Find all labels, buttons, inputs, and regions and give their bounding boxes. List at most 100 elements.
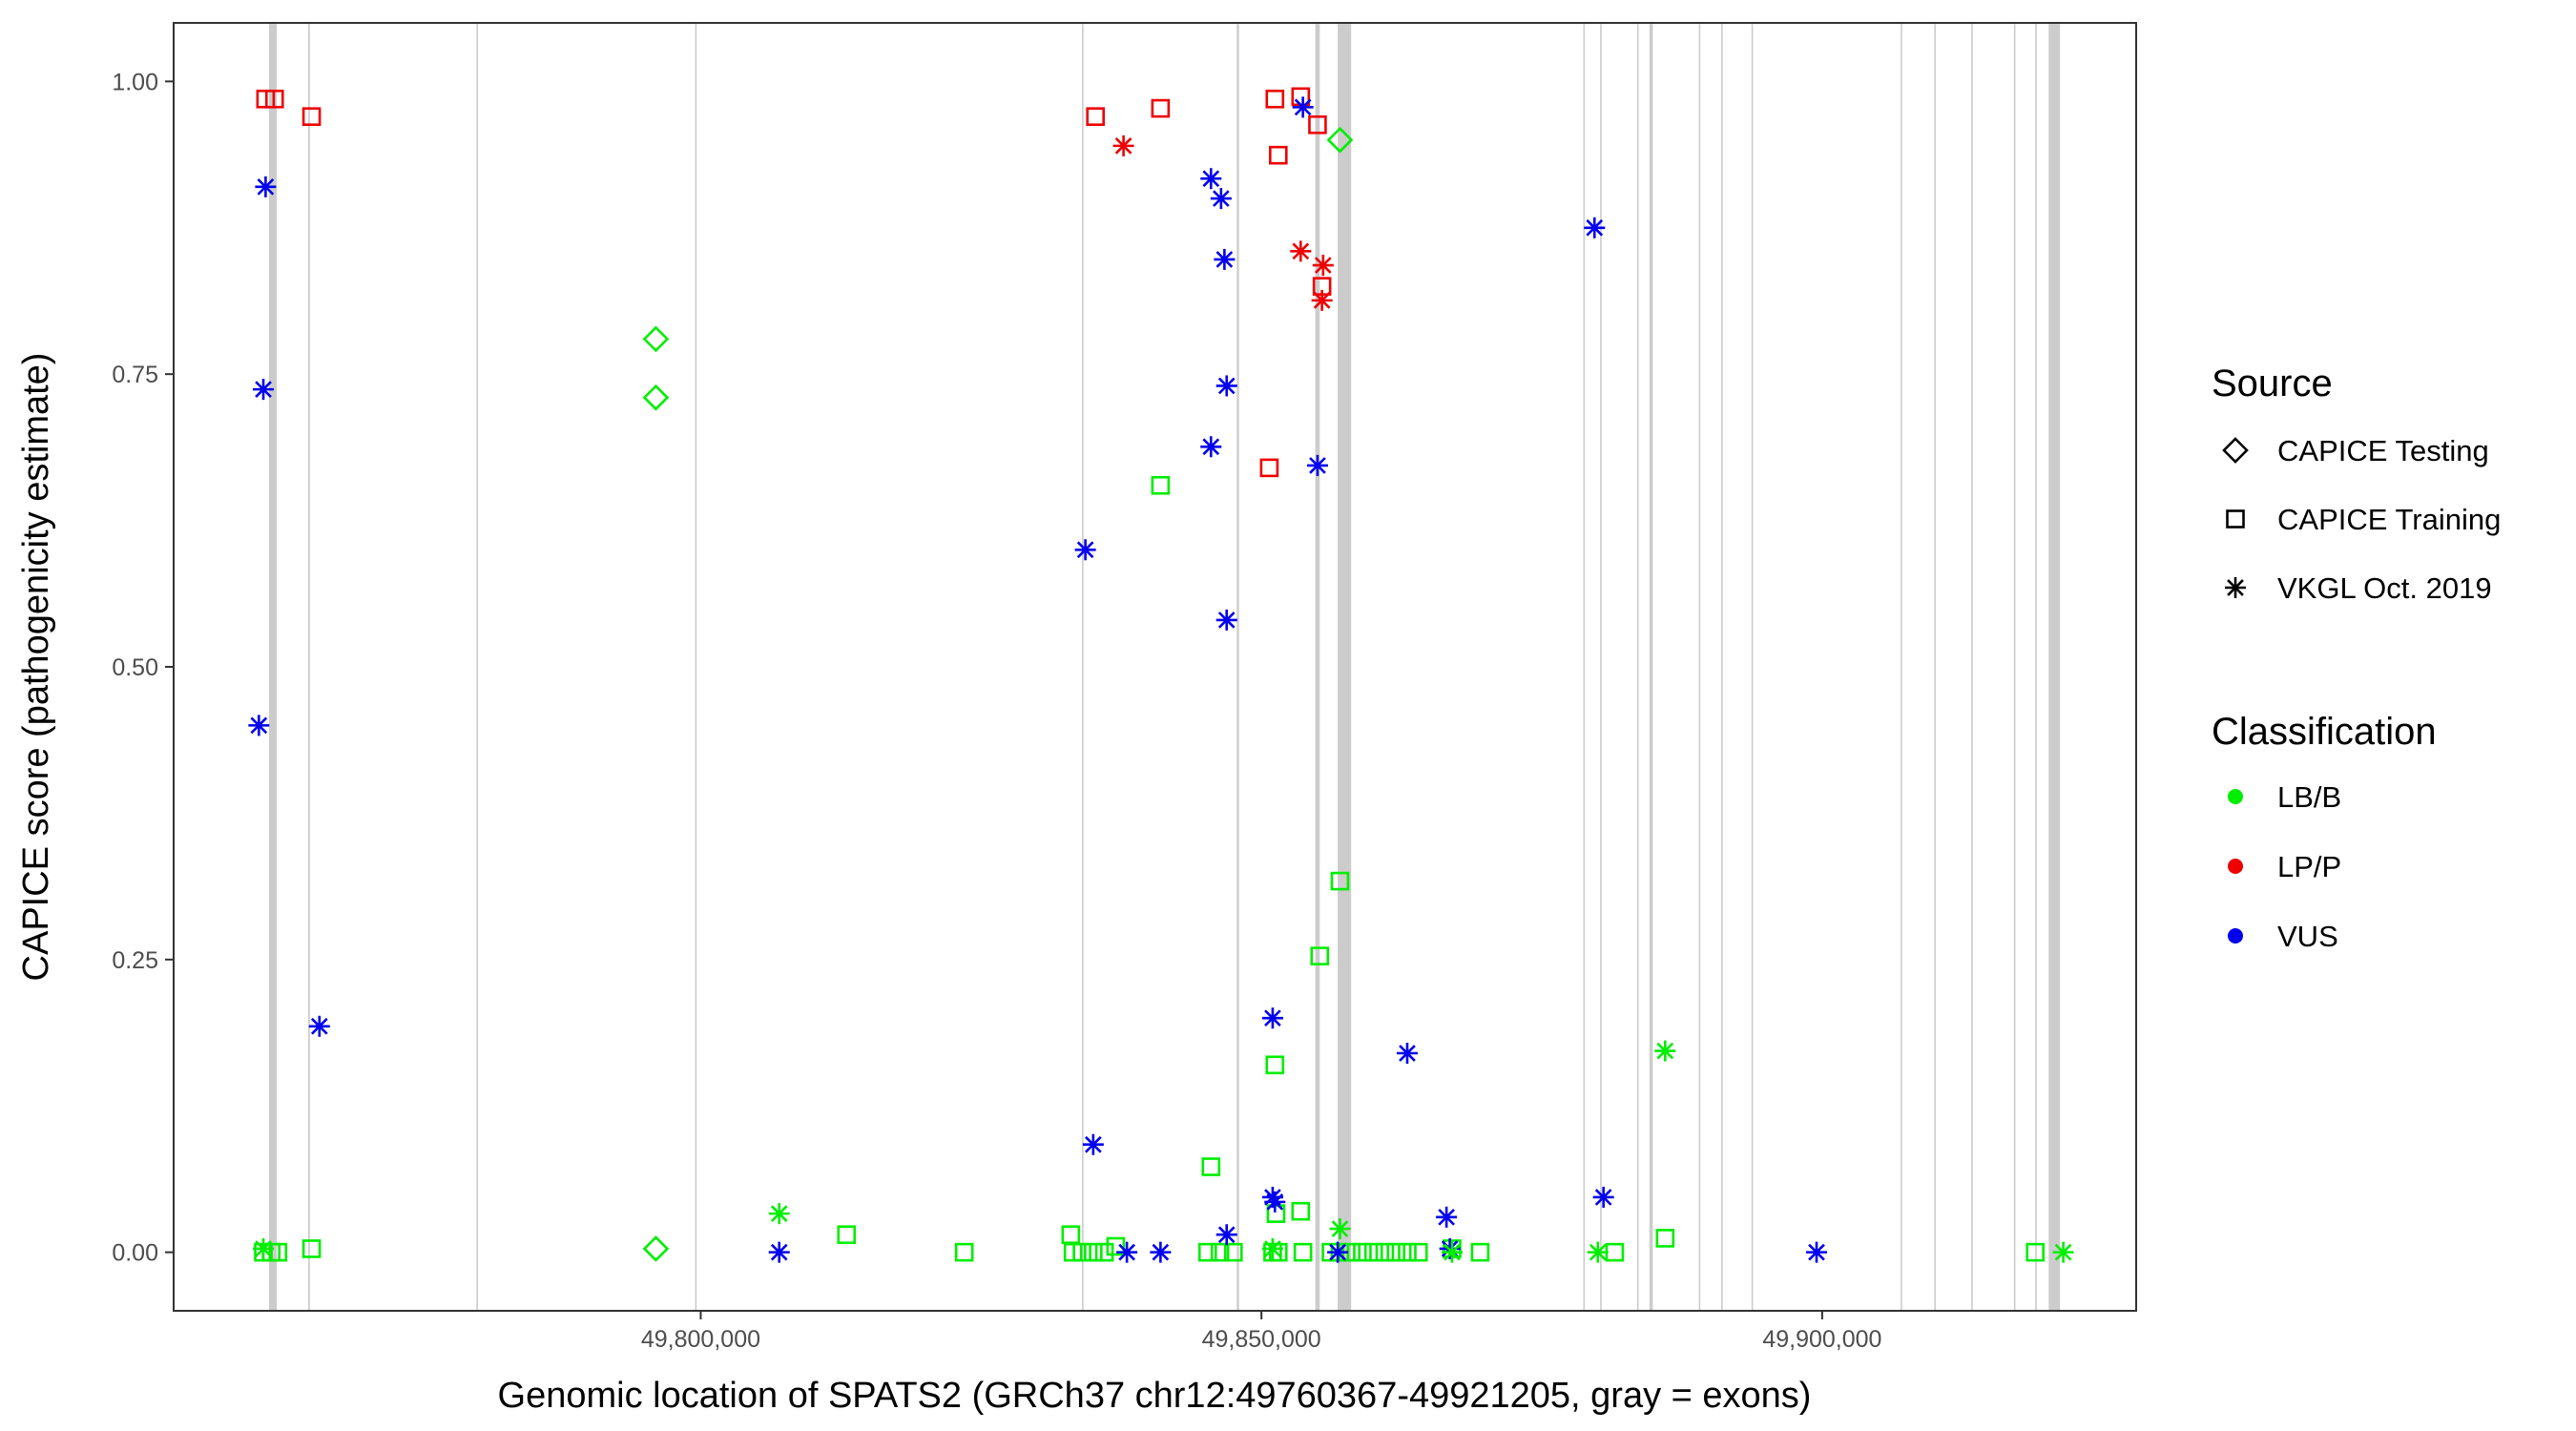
data-point-square (954, 1242, 974, 1262)
exon-line-2 (476, 23, 478, 1311)
legend-source-title: Source (2212, 363, 2333, 404)
exon-line-15 (1901, 23, 1902, 1311)
data-point-diamond (642, 1235, 670, 1262)
data-point-asterisk (1264, 1191, 1286, 1213)
x-tick-label: 49,800,000 (641, 1326, 760, 1353)
data-point-square (1201, 1157, 1221, 1176)
exon-line-12 (1698, 23, 1701, 1311)
data-point-asterisk (1306, 454, 1328, 476)
exon-line-7 (1338, 23, 1352, 1311)
legend-classification-label: VUS (2277, 920, 2338, 953)
data-point-square (1310, 946, 1330, 965)
data-point-asterisk (1290, 240, 1312, 262)
y-tick-label: 0.00 (112, 1240, 158, 1267)
data-point-square (1293, 1242, 1313, 1262)
exon-line-20 (2048, 23, 2061, 1311)
data-point-asterisk (253, 1237, 275, 1259)
data-point-square (1375, 1242, 1395, 1262)
legend-key-diamond (2222, 437, 2249, 464)
y-axis-ticks: 0.00 0.25 0.50 0.75 1.00 (112, 69, 174, 1267)
data-points (248, 87, 2074, 1263)
exon-line-18 (2013, 23, 2016, 1311)
data-point-square (1408, 1242, 1428, 1262)
exon-line-0 (268, 23, 278, 1311)
legend-key-dot (2228, 859, 2243, 874)
legend-source-label: CAPICE Training (2277, 503, 2501, 536)
data-point-square (1086, 107, 1106, 126)
legend-key-dot (2228, 789, 2243, 804)
data-point-asterisk (1441, 1241, 1463, 1263)
legend-classification-title: Classification (2212, 711, 2437, 753)
data-point-square (1330, 871, 1350, 891)
data-point-asterisk (1261, 1007, 1283, 1029)
y-axis-title: CAPICE score (pathogenicity estimate) (16, 353, 56, 982)
exon-line-1 (308, 23, 310, 1311)
exon-line-19 (2035, 23, 2037, 1311)
plot-panel-border (173, 22, 2137, 1312)
data-point-square (301, 107, 322, 126)
data-point-square (1223, 1242, 1243, 1262)
data-point-asterisk (1215, 375, 1237, 397)
data-point-square (1265, 1055, 1285, 1075)
data-point-asterisk (1806, 1241, 1828, 1263)
exon-line-8 (1583, 23, 1586, 1311)
data-point-asterisk (308, 1015, 330, 1037)
data-point-square (1210, 1242, 1230, 1262)
data-point-square (1308, 114, 1327, 135)
data-point-asterisk (1200, 436, 1222, 458)
data-point-diamond (642, 325, 670, 353)
exon-line-13 (1721, 23, 1723, 1311)
data-point-square (1470, 1242, 1490, 1262)
data-point-asterisk (1436, 1206, 1458, 1228)
data-point-asterisk (1082, 1133, 1104, 1155)
data-point-square (837, 1225, 857, 1245)
exon-line-16 (1934, 23, 1937, 1311)
exon-line-9 (1600, 23, 1602, 1311)
data-point-square (1398, 1242, 1417, 1262)
data-point-asterisk (1312, 255, 1334, 277)
data-point-asterisk (1116, 1241, 1138, 1263)
data-point-asterisk (768, 1203, 790, 1225)
data-point-square (1061, 1225, 1081, 1245)
exon-line-14 (1751, 23, 1754, 1311)
data-point-asterisk (1210, 188, 1232, 210)
data-point-square (1084, 1242, 1103, 1262)
data-point-square (1072, 1242, 1091, 1262)
data-point-square (2025, 1242, 2046, 1262)
legend-key-dot (2228, 928, 2243, 944)
data-point-asterisk (1074, 539, 1096, 561)
data-point-square (264, 89, 284, 109)
data-point-asterisk (1112, 135, 1134, 156)
legend-source-items: CAPICE Testing CAPICE Training VKGL Oct. 2… (2222, 434, 2501, 605)
legend-key-asterisk (2225, 577, 2246, 598)
exon-line-11 (1649, 23, 1653, 1311)
data-point-square (1291, 1201, 1311, 1221)
data-point-asterisk (768, 1241, 790, 1263)
data-point-asterisk (255, 176, 277, 197)
data-point-asterisk (1327, 1241, 1349, 1263)
data-point-square (1268, 145, 1288, 165)
data-point-asterisk (1150, 1241, 1172, 1263)
data-point-diamond (1326, 126, 1354, 154)
data-point-square (1265, 89, 1285, 109)
exon-line-5 (1236, 23, 1239, 1311)
x-tick-label: 49,850,000 (1202, 1326, 1321, 1353)
data-point-square (1353, 1242, 1372, 1262)
y-tick-label: 1.00 (112, 69, 158, 95)
data-point-square (1363, 1242, 1383, 1262)
y-tick-label: 0.50 (112, 654, 158, 681)
data-point-asterisk (1654, 1040, 1676, 1062)
data-point-asterisk (1587, 1241, 1609, 1263)
data-point-square (1151, 475, 1171, 495)
legend-source-label: VKGL Oct. 2019 (2277, 571, 2492, 605)
data-point-asterisk (248, 715, 270, 736)
exon-line-3 (695, 23, 697, 1311)
exon-line-10 (1636, 23, 1639, 1311)
y-tick-label: 0.25 (112, 947, 158, 974)
data-point-square (1151, 98, 1171, 118)
data-point-asterisk (1584, 217, 1606, 238)
legend-classification-label: LP/P (2277, 850, 2341, 883)
data-point-square (1094, 1242, 1114, 1262)
exon-line-4 (1082, 23, 1084, 1311)
